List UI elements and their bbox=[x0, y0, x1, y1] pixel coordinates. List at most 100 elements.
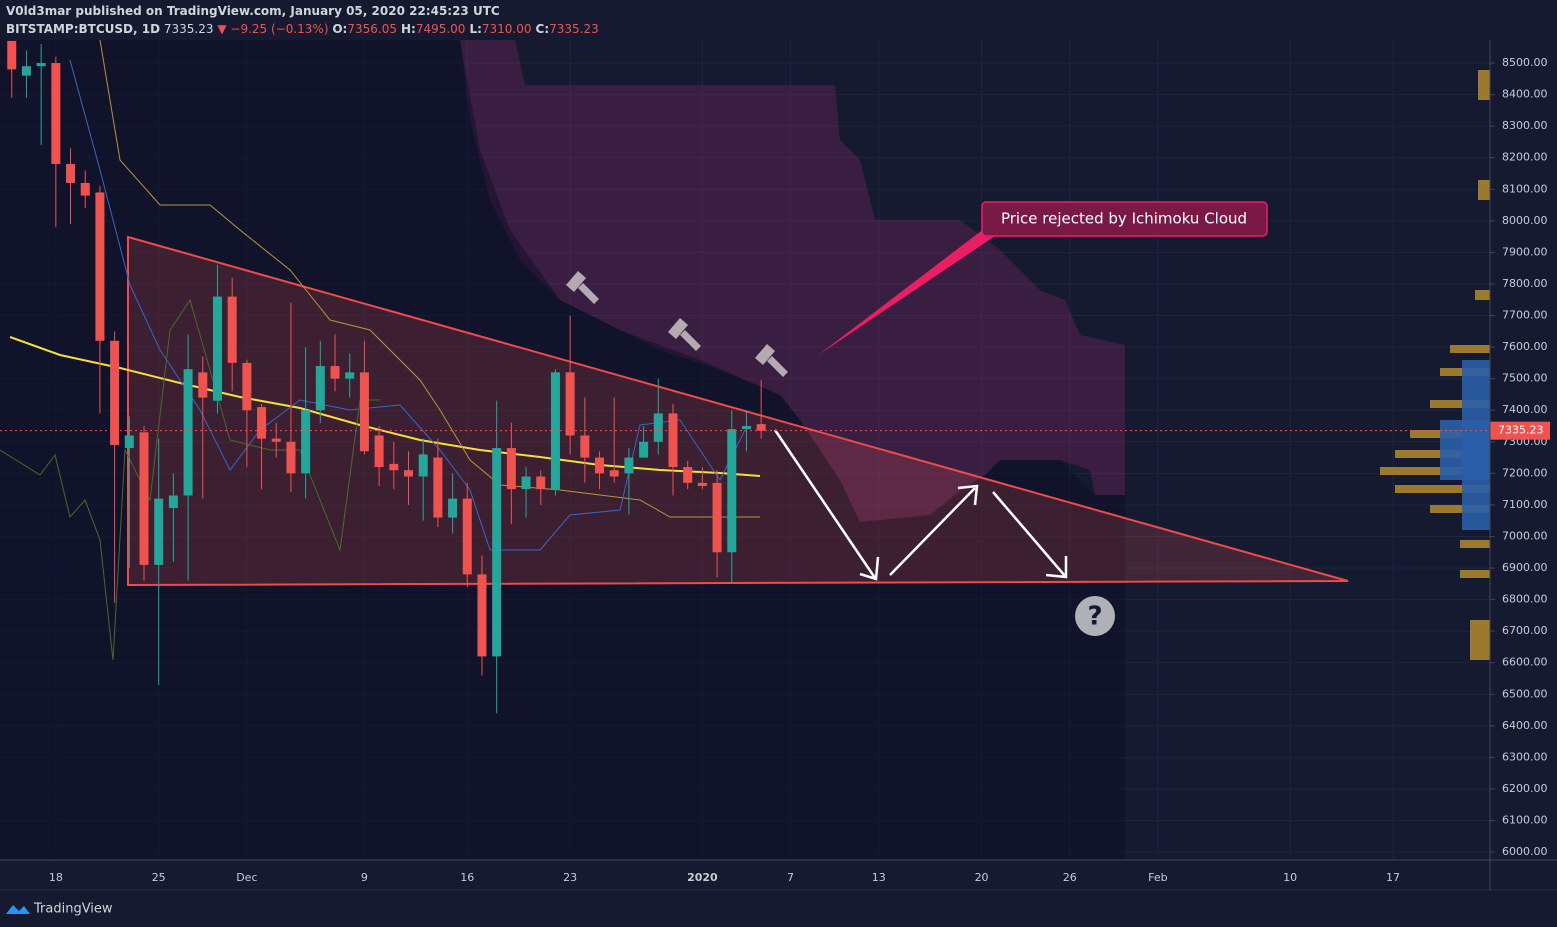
y-tick-label: 8200.00 bbox=[1502, 151, 1548, 164]
candle-body bbox=[124, 435, 134, 449]
question-text: ? bbox=[1087, 602, 1102, 632]
x-tick-label: 26 bbox=[1063, 871, 1077, 884]
candle-body bbox=[21, 66, 31, 76]
arrows bbox=[773, 429, 1068, 581]
y-tick-label: 7400.00 bbox=[1502, 403, 1548, 416]
candle-body bbox=[462, 498, 472, 575]
candle-body bbox=[609, 470, 619, 477]
arrow bbox=[889, 484, 979, 576]
candle-body bbox=[257, 407, 267, 439]
ohlc-label: L: bbox=[469, 22, 482, 36]
candle-body bbox=[418, 454, 428, 477]
ma-line bbox=[9, 336, 761, 477]
candle-body bbox=[477, 574, 487, 657]
x-tick-label: 10 bbox=[1283, 871, 1297, 884]
y-tick-label: 6800.00 bbox=[1502, 593, 1548, 606]
change: ▼ −9.25 (−0.13%) bbox=[217, 22, 329, 36]
candle-body bbox=[389, 463, 399, 471]
x-tick-label: 9 bbox=[361, 871, 368, 884]
candle-body bbox=[139, 432, 149, 565]
candle-body bbox=[110, 340, 120, 445]
candle-body bbox=[727, 429, 737, 553]
lagging bbox=[0, 298, 380, 661]
candle-body bbox=[565, 372, 575, 436]
candle-body bbox=[697, 482, 707, 486]
y-tick-label: 8100.00 bbox=[1502, 182, 1548, 195]
candle-body bbox=[433, 457, 443, 518]
last-price-label: 7335.23 bbox=[1498, 424, 1544, 437]
candle-body bbox=[374, 435, 384, 468]
callout bbox=[981, 201, 1268, 237]
axes: 6000.00 6100.00 6200.00 6300.00 6400.00 6500.… bbox=[49, 56, 1550, 884]
callout-text: Price rejected by Ichimoku Cloud bbox=[1001, 210, 1247, 228]
y-tick-label: 8000.00 bbox=[1502, 214, 1548, 227]
y-tick-label: 6300.00 bbox=[1502, 750, 1548, 763]
candle-body bbox=[242, 362, 252, 411]
publish-line: V0ld3mar published on TradingView.com, J… bbox=[6, 4, 500, 18]
hammer-icon bbox=[668, 318, 701, 351]
candle-body bbox=[359, 372, 369, 452]
candle-body bbox=[66, 164, 76, 183]
overlays bbox=[0, 40, 1490, 860]
ichimoku-cloud bbox=[460, 40, 1125, 522]
y-tick-label: 6100.00 bbox=[1502, 814, 1548, 827]
y-tick-label: 6700.00 bbox=[1502, 624, 1548, 637]
candle-body bbox=[580, 435, 590, 458]
candle-body bbox=[345, 372, 355, 379]
x-tick-label: 20 bbox=[975, 871, 989, 884]
x-tick-label: 13 bbox=[872, 871, 886, 884]
x-tick-label: Dec bbox=[236, 871, 257, 884]
tv-logo bbox=[6, 905, 30, 914]
candle-body bbox=[271, 438, 281, 442]
candles bbox=[0, 40, 1490, 714]
candle-body bbox=[51, 63, 61, 165]
candle-body bbox=[286, 441, 296, 474]
ohlc: O:7356.05 H:7495.00 L:7310.00 C:7335.23 bbox=[332, 22, 602, 36]
candle-body bbox=[80, 182, 90, 196]
ohlc-label: C: bbox=[535, 22, 550, 36]
triangle bbox=[127, 235, 1349, 587]
y-tick-label: 7100.00 bbox=[1502, 498, 1548, 511]
candle-body bbox=[330, 366, 340, 379]
ohlc-label: H: bbox=[400, 22, 416, 36]
ohlc-value: 7335.23 bbox=[549, 22, 599, 36]
candle-body bbox=[198, 372, 208, 398]
candle-body bbox=[7, 40, 17, 70]
x-tick-label: 2020 bbox=[687, 871, 718, 884]
candle-body bbox=[36, 63, 46, 67]
ohlc-value: 7310.00 bbox=[481, 22, 532, 36]
symbol-line: BITSTAMP:BTCUSD, 1D 7335.23 ▼ −9.25 (−0.… bbox=[6, 22, 603, 36]
symbol: BITSTAMP:BTCUSD, 1D bbox=[6, 22, 161, 36]
candle-body bbox=[756, 424, 766, 431]
arrow bbox=[992, 491, 1068, 579]
candle-body bbox=[653, 413, 663, 442]
candle-body bbox=[154, 498, 164, 565]
candle-body bbox=[506, 448, 516, 490]
y-tick-label: 6900.00 bbox=[1502, 561, 1548, 574]
x-tick-label: 23 bbox=[563, 871, 577, 884]
x-tick-label: Feb bbox=[1148, 871, 1167, 884]
y-tick-label: 6600.00 bbox=[1502, 656, 1548, 669]
candle-body bbox=[639, 441, 649, 458]
candle-body bbox=[683, 467, 693, 483]
candle-body bbox=[595, 457, 605, 474]
candle-body bbox=[536, 476, 546, 490]
ohlc-value: 7495.00 bbox=[415, 22, 466, 36]
candle-body bbox=[168, 495, 178, 509]
candle-body bbox=[668, 413, 678, 468]
candle-body bbox=[315, 366, 325, 411]
cloud-dark bbox=[0, 40, 1125, 860]
candle-body bbox=[183, 369, 193, 496]
x-tick-label: 17 bbox=[1386, 871, 1400, 884]
ohlc-value: 7356.05 bbox=[347, 22, 397, 36]
y-tick-label: 6500.00 bbox=[1502, 687, 1548, 700]
brand: TradingView bbox=[33, 902, 113, 917]
y-tick-label: 7200.00 bbox=[1502, 466, 1548, 479]
arrow bbox=[773, 429, 880, 581]
y-tick-label: 7800.00 bbox=[1502, 277, 1548, 290]
y-tick-label: 6200.00 bbox=[1502, 782, 1548, 795]
candle-body bbox=[448, 498, 458, 518]
y-tick-label: 7500.00 bbox=[1502, 372, 1548, 385]
last-price-box bbox=[1490, 421, 1550, 440]
